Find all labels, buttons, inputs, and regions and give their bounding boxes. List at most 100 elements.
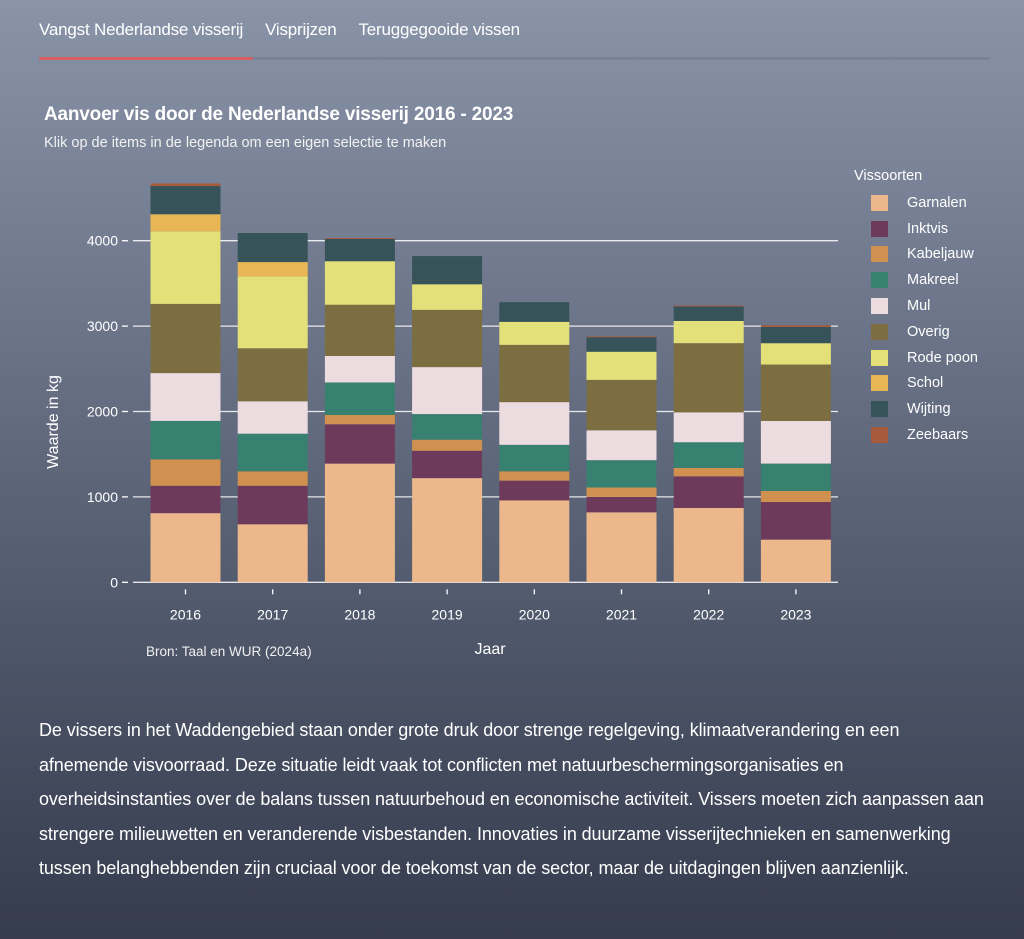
legend-item-kabeljauw[interactable]: Kabeljauw (854, 242, 978, 268)
legend-swatch (871, 272, 888, 289)
x-tick-label: 2023 (780, 606, 811, 622)
x-axis: 2016 2017 2018 2019 2020 2021 2022 2023 (170, 589, 812, 622)
bar-segment-makreel-2023[interactable] (760, 463, 831, 491)
legend-label: Garnalen (907, 194, 967, 211)
bar-segment-rode-poon-2019[interactable] (412, 284, 483, 310)
bar-segment-makreel-2021[interactable] (586, 460, 657, 488)
tab-teruggegooide-vissen[interactable]: Teruggegooide vissen (358, 20, 520, 39)
legend-item-makreel[interactable]: Makreel (854, 267, 978, 293)
bar-segment-zeebaars-2023[interactable] (760, 325, 831, 327)
bar-segment-inktvis-2021[interactable] (586, 496, 657, 513)
bar-segment-wijting-2019[interactable] (412, 256, 483, 285)
bar-segment-wijting-2022[interactable] (673, 306, 744, 321)
bar-segment-mul-2017[interactable] (237, 401, 308, 434)
bar-segment-makreel-2019[interactable] (412, 414, 483, 440)
bar-segment-rode-poon-2021[interactable] (586, 351, 657, 380)
bar-segment-mul-2023[interactable] (760, 420, 831, 464)
bar-segment-makreel-2017[interactable] (237, 433, 308, 472)
tab-visprijzen[interactable]: Visprijzen (265, 20, 337, 39)
bar-segment-mul-2016[interactable] (150, 373, 221, 421)
bar-segment-makreel-2016[interactable] (150, 420, 221, 460)
bar-segment-inktvis-2016[interactable] (150, 485, 221, 514)
bar-segment-overig-2018[interactable] (324, 304, 395, 356)
bar-segment-makreel-2018[interactable] (324, 382, 395, 415)
legend-item-mul[interactable]: Mul (854, 293, 978, 319)
bar-segment-inktvis-2019[interactable] (412, 450, 483, 479)
bar-segment-kabeljauw-2018[interactable] (324, 414, 395, 425)
bar-segment-rode-poon-2022[interactable] (673, 320, 744, 344)
bar-segment-overig-2020[interactable] (499, 344, 570, 403)
bar-segment-makreel-2022[interactable] (673, 442, 744, 468)
bar-segment-inktvis-2018[interactable] (324, 424, 395, 464)
bar-segment-mul-2021[interactable] (586, 430, 657, 461)
bar-segment-zeebaars-2022[interactable] (673, 305, 744, 307)
bar-segment-inktvis-2022[interactable] (673, 476, 744, 509)
bar-segment-inktvis-2023[interactable] (760, 502, 831, 540)
bar-segment-zeebaars-2018[interactable] (324, 238, 395, 239)
legend-item-rode-poon[interactable]: Rode poon (854, 345, 978, 371)
bar-segment-wijting-2018[interactable] (324, 238, 395, 262)
bar-segment-mul-2018[interactable] (324, 355, 395, 383)
bar-segment-overig-2021[interactable] (586, 379, 657, 431)
bar-segment-wijting-2016[interactable] (150, 186, 221, 215)
bar-segment-mul-2020[interactable] (499, 402, 570, 445)
bar-segment-wijting-2023[interactable] (760, 326, 831, 344)
bar-segment-overig-2017[interactable] (237, 348, 308, 402)
x-tick-label: 2016 (170, 606, 201, 622)
bar-segment-garnalen-2020[interactable] (499, 500, 570, 583)
bar-segment-wijting-2021[interactable] (586, 337, 657, 352)
bar-segment-zeebaars-2021[interactable] (586, 336, 657, 338)
legend-title: Vissoorten (854, 168, 923, 184)
bar-segment-rode-poon-2023[interactable] (760, 343, 831, 365)
bar-segment-garnalen-2021[interactable] (586, 512, 657, 583)
bar-segment-kabeljauw-2019[interactable] (412, 439, 483, 451)
legend-item-wijting[interactable]: Wijting (854, 396, 978, 422)
legend-swatch (871, 375, 888, 392)
bar-segment-rode-poon-2018[interactable] (324, 261, 395, 305)
legend-item-garnalen[interactable]: Garnalen (854, 190, 978, 216)
legend-item-zeebaars[interactable]: Zeebaars (854, 422, 978, 448)
bar-segment-garnalen-2019[interactable] (412, 478, 483, 583)
bar-segment-kabeljauw-2023[interactable] (760, 490, 831, 503)
bar-segment-wijting-2020[interactable] (499, 302, 570, 322)
legend-label: Kabeljauw (907, 246, 974, 263)
legend-item-schol[interactable]: Schol (854, 371, 978, 397)
bar-segment-makreel-2020[interactable] (499, 444, 570, 472)
bar-segment-overig-2023[interactable] (760, 364, 831, 421)
bar-segment-kabeljauw-2016[interactable] (150, 459, 221, 486)
bar-segment-garnalen-2018[interactable] (324, 463, 395, 583)
bar-segment-schol-2017[interactable] (237, 262, 308, 277)
bar-segment-kabeljauw-2017[interactable] (237, 471, 308, 486)
bar-segment-rode-poon-2020[interactable] (499, 321, 570, 345)
legend-label: Rode poon (907, 349, 978, 366)
bar-stack-2019 (412, 256, 483, 583)
tab-vangst[interactable]: Vangst Nederlandse visserij (39, 20, 244, 39)
bar-segment-schol-2016[interactable] (150, 214, 221, 232)
bar-segment-kabeljauw-2022[interactable] (673, 467, 744, 477)
bar-segment-wijting-2017[interactable] (237, 233, 308, 263)
bar-segment-garnalen-2023[interactable] (760, 539, 831, 583)
bar-segment-kabeljauw-2020[interactable] (499, 471, 570, 481)
bar-segment-kabeljauw-2021[interactable] (586, 487, 657, 497)
bar-segment-mul-2022[interactable] (673, 412, 744, 443)
bar-segment-overig-2016[interactable] (150, 303, 221, 374)
legend-item-inktvis[interactable]: Inktvis (854, 216, 978, 242)
legend: Vissoorten Garnalen Inktvis Kabeljauw Makre… (854, 168, 978, 448)
bar-segment-garnalen-2022[interactable] (673, 508, 744, 583)
legend-swatch (871, 427, 888, 444)
bar-segment-garnalen-2017[interactable] (237, 524, 308, 583)
bar-segment-zeebaars-2016[interactable] (150, 183, 221, 187)
bar-segment-rode-poon-2016[interactable] (150, 231, 221, 304)
legend-label: Zeebaars (907, 427, 969, 444)
bar-segment-overig-2022[interactable] (673, 343, 744, 413)
y-tick-label: 4000 (87, 233, 118, 249)
legend-item-overig[interactable]: Overig (854, 319, 978, 345)
bar-segment-mul-2019[interactable] (412, 367, 483, 415)
bar-segment-rode-poon-2017[interactable] (237, 276, 308, 349)
bar-segment-inktvis-2020[interactable] (499, 480, 570, 501)
legend-label: Inktvis (907, 220, 949, 237)
y-tick-label: 1000 (87, 489, 118, 505)
bar-segment-overig-2019[interactable] (412, 309, 483, 368)
bar-segment-garnalen-2016[interactable] (150, 513, 221, 583)
bar-segment-inktvis-2017[interactable] (237, 485, 308, 525)
